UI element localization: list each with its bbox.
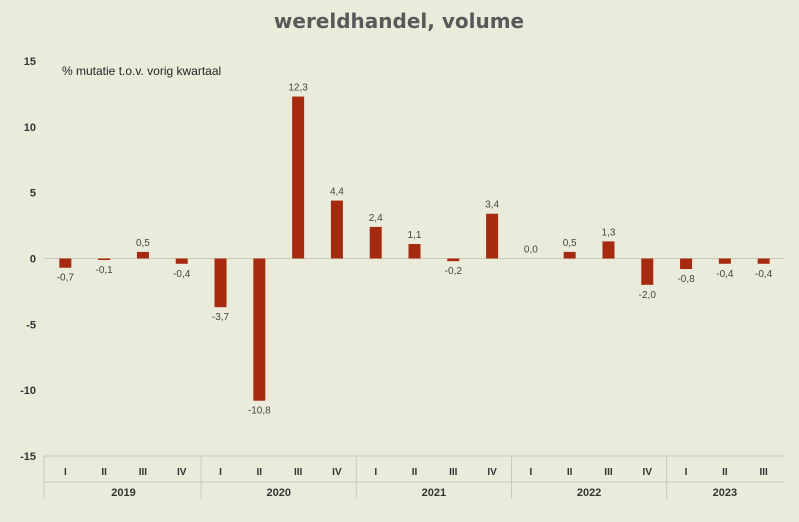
bar [175, 258, 188, 264]
x-tick-label: II [101, 467, 107, 478]
y-tick-label: 15 [24, 56, 36, 68]
y-axis: 15 10 5 0 -5 -10 -15 [20, 56, 785, 463]
year-label: 2020 [266, 487, 290, 499]
bar [602, 241, 615, 259]
x-tick-label: I [529, 467, 532, 478]
y-tick-label: 10 [24, 122, 36, 134]
year-label: 2023 [713, 487, 737, 499]
bar [408, 244, 421, 259]
data-label: -0,7 [57, 273, 75, 284]
chart-subtitle: % mutatie t.o.v. vorig kwartaal [62, 64, 221, 78]
bar [59, 258, 72, 268]
x-tick-label: II [412, 467, 418, 478]
x-tick-label: III [139, 467, 148, 478]
data-label: -3,7 [212, 312, 230, 323]
bar [253, 258, 266, 401]
x-tick-label: II [257, 467, 263, 478]
data-label: 2,4 [369, 213, 383, 224]
data-label: 1,3 [602, 227, 616, 238]
x-tick-label: IV [177, 467, 187, 478]
x-tick-label: IV [487, 467, 497, 478]
y-tick-label: 5 [30, 188, 36, 200]
y-tick-label: -15 [20, 451, 36, 463]
bar [563, 251, 576, 259]
x-tick-label: III [294, 467, 303, 478]
data-label: -0,4 [173, 269, 191, 280]
bar [330, 200, 343, 259]
y-tick-label: -10 [20, 385, 36, 397]
data-label: 0,5 [563, 238, 577, 249]
bar [98, 258, 111, 260]
bars-group [59, 96, 770, 401]
data-label: -0,1 [96, 265, 114, 276]
bar [757, 258, 770, 264]
bar [447, 258, 460, 262]
data-label: 0,5 [136, 238, 150, 249]
x-tick-label: III [604, 467, 613, 478]
x-tick-label: IV [643, 467, 653, 478]
data-label: 4,4 [330, 187, 344, 198]
x-tick-label: I [64, 467, 67, 478]
bar [214, 258, 227, 308]
bar [718, 258, 731, 264]
bar [486, 213, 499, 259]
chart-title: wereldhandel, volume [274, 9, 524, 33]
x-tick-label: II [567, 467, 573, 478]
data-label: 1,1 [408, 230, 422, 241]
data-label: -10,8 [248, 406, 271, 417]
bar [136, 251, 149, 259]
x-tick-label: I [685, 467, 688, 478]
x-tick-label: II [722, 467, 728, 478]
x-tick-label: IV [332, 467, 342, 478]
data-labels-group: -0,7 -0,1 0,5 -0,4 -3,7 -10,8 12,3 4,4 2,4 1,1 -0,… [57, 83, 773, 417]
data-label: -0,2 [445, 266, 463, 277]
bar [292, 96, 305, 259]
y-tick-label: 0 [30, 254, 36, 266]
year-label: 2019 [111, 487, 135, 499]
year-label: 2022 [577, 487, 601, 499]
y-tick-label: -5 [26, 319, 36, 331]
data-label: 0,0 [524, 245, 538, 256]
x-tick-label: III [759, 467, 768, 478]
data-label: 12,3 [288, 83, 308, 94]
year-label: 2021 [422, 487, 446, 499]
bar [680, 258, 693, 270]
data-label: -0,4 [716, 269, 734, 280]
data-label: 3,4 [485, 200, 499, 211]
x-axis: I II III IV I II III IV I II III IV I II III IV I II III20… [43, 455, 785, 499]
bar [369, 226, 382, 259]
data-label: -0,4 [755, 269, 773, 280]
x-tick-label: III [449, 467, 458, 478]
data-label: -0,8 [677, 274, 695, 285]
bar [641, 258, 654, 285]
x-tick-label: I [219, 467, 222, 478]
data-label: -2,0 [639, 290, 657, 301]
x-tick-label: I [374, 467, 377, 478]
